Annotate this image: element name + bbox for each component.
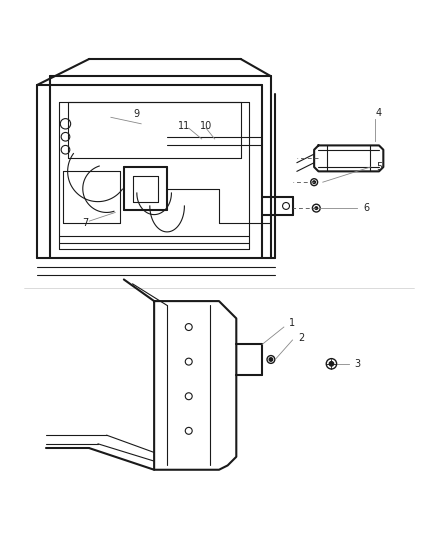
Text: 4: 4 [376,108,382,118]
Text: 7: 7 [82,218,88,228]
Text: 3: 3 [354,359,360,369]
Text: 5: 5 [376,162,382,172]
Text: 1: 1 [290,318,296,328]
Circle shape [315,207,318,209]
Circle shape [329,361,334,366]
Text: 2: 2 [298,333,304,343]
Text: 11: 11 [178,121,191,131]
Text: 6: 6 [363,203,369,213]
Circle shape [269,358,272,361]
Circle shape [313,181,315,183]
Text: 10: 10 [200,121,212,131]
Text: 9: 9 [134,109,140,119]
